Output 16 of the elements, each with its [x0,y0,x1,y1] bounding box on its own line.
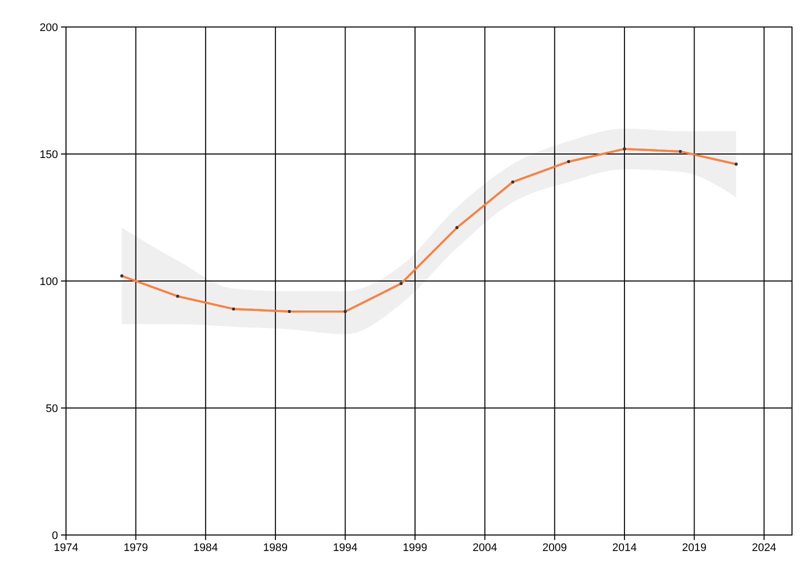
x-tick-label: 2014 [612,542,637,554]
x-tick-label: 1994 [332,542,358,554]
x-tick-label: 1984 [193,542,218,554]
x-tick-label: 2009 [542,542,567,554]
x-tick-label: 2019 [682,542,707,554]
x-tick-label: 2024 [752,542,776,554]
y-tick-label: 200 [40,22,58,34]
y-tick-label: 0 [52,530,58,542]
x-tick-label: 1974 [54,542,78,554]
y-tick-label: 100 [40,276,58,288]
y-tick-label: 50 [46,403,58,415]
y-tick-label: 150 [40,149,58,161]
x-tick-label: 1979 [124,542,148,554]
x-tick-label: 1999 [402,542,428,554]
x-tick-label: 1989 [263,542,288,554]
x-tick-label: 2004 [472,542,498,554]
